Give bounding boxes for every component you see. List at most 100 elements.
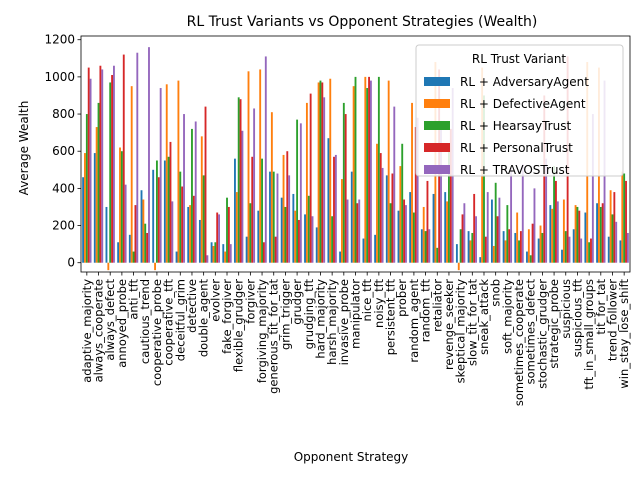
- bar: [479, 257, 482, 263]
- bar: [331, 216, 334, 263]
- bar: [259, 69, 262, 263]
- legend-title: RL Trust Variant: [472, 52, 567, 66]
- bar: [354, 76, 357, 263]
- bar: [148, 47, 150, 263]
- bar: [342, 102, 345, 263]
- x-tick-label: trend_follower: [605, 279, 619, 361]
- bar: [399, 166, 402, 263]
- bar: [504, 240, 507, 263]
- bar: [455, 244, 458, 263]
- bar: [276, 173, 279, 263]
- bar: [588, 242, 591, 263]
- bar: [307, 195, 310, 263]
- bar: [568, 236, 571, 263]
- x-tick-label: flexible_grudger: [232, 279, 246, 372]
- bar: [192, 195, 195, 263]
- bar: [401, 143, 404, 263]
- bar: [120, 151, 123, 263]
- bar: [374, 234, 377, 263]
- y-tick-label: 1000: [44, 70, 75, 84]
- bar: [346, 199, 349, 263]
- x-tick-label: suspicious: [559, 279, 573, 339]
- bar: [323, 97, 326, 263]
- x-axis-label: Opponent Strategy: [294, 450, 409, 464]
- bar: [358, 199, 361, 263]
- bar: [420, 229, 423, 263]
- bar: [389, 203, 392, 263]
- bar: [446, 201, 449, 263]
- bar: [467, 231, 470, 263]
- bar: [387, 80, 390, 263]
- bar: [107, 262, 110, 271]
- bar: [245, 236, 248, 263]
- bar: [377, 76, 380, 263]
- bar: [311, 216, 314, 263]
- bar: [171, 201, 174, 263]
- x-tick-label: random_agent: [407, 279, 421, 363]
- bar: [222, 244, 225, 263]
- bar: [555, 180, 557, 263]
- legend-swatch: [424, 143, 450, 152]
- legend-box: [415, 44, 624, 177]
- x-tick-label: slow_tit_for_tat: [465, 279, 479, 366]
- x-tick-label: forgiver: [243, 279, 257, 324]
- x-tick-label: sometimes_cooperate: [512, 279, 526, 406]
- bar: [486, 192, 489, 263]
- x-tick-label: always_defect: [103, 279, 117, 361]
- bar: [194, 121, 197, 263]
- bar: [533, 188, 536, 263]
- bar: [556, 201, 559, 263]
- bar: [403, 199, 406, 263]
- bar: [576, 206, 579, 263]
- bar: [167, 156, 170, 263]
- bar: [117, 242, 120, 263]
- y-tick-label: 800: [52, 107, 75, 121]
- bar: [416, 117, 419, 263]
- bar: [356, 203, 359, 263]
- y-ticks-group: 0 200 400 600 800 1000 1200: [44, 33, 81, 270]
- y-tick-label: 1200: [44, 33, 75, 47]
- bar: [241, 130, 244, 263]
- x-tick-label: tft_in_small_groups: [582, 279, 596, 390]
- x-tick-label: revenge_seeker: [442, 279, 456, 370]
- bar: [393, 106, 396, 263]
- y-tick-label: 0: [67, 256, 75, 270]
- bar: [140, 190, 143, 263]
- legend-label: RL + HearsayTrust: [460, 119, 571, 133]
- bar: [498, 197, 501, 263]
- bar: [251, 156, 254, 263]
- bar: [574, 205, 577, 263]
- bar: [531, 223, 534, 263]
- bar: [623, 173, 626, 263]
- bar: [111, 75, 114, 263]
- bar: [169, 141, 172, 263]
- bar: [379, 153, 382, 263]
- bar: [412, 212, 415, 263]
- bar: [204, 106, 207, 263]
- bar: [282, 154, 285, 263]
- bar: [101, 69, 104, 263]
- x-tick-label: harsh_majority: [325, 279, 339, 365]
- bar: [210, 242, 213, 263]
- bar: [191, 128, 193, 263]
- bar: [444, 192, 447, 263]
- bar: [492, 245, 495, 263]
- x-tick-label: always_cooperate: [92, 279, 106, 382]
- bar: [274, 236, 277, 263]
- x-tick-label: skeptical_majority: [454, 279, 468, 384]
- x-tick-label: cooperative_probe: [150, 279, 164, 386]
- bar: [229, 244, 232, 263]
- bar: [422, 206, 425, 263]
- bar: [257, 210, 260, 263]
- bar: [95, 127, 98, 263]
- bar: [187, 206, 190, 263]
- bar: [97, 102, 100, 263]
- x-tick-label: persistent_tft: [384, 279, 398, 356]
- x-tick-label: suspicious_tft: [570, 279, 584, 358]
- bar: [317, 82, 320, 263]
- bar: [432, 193, 435, 263]
- bar: [409, 192, 412, 263]
- bar: [87, 67, 90, 263]
- bar: [475, 216, 477, 263]
- bar: [214, 242, 217, 263]
